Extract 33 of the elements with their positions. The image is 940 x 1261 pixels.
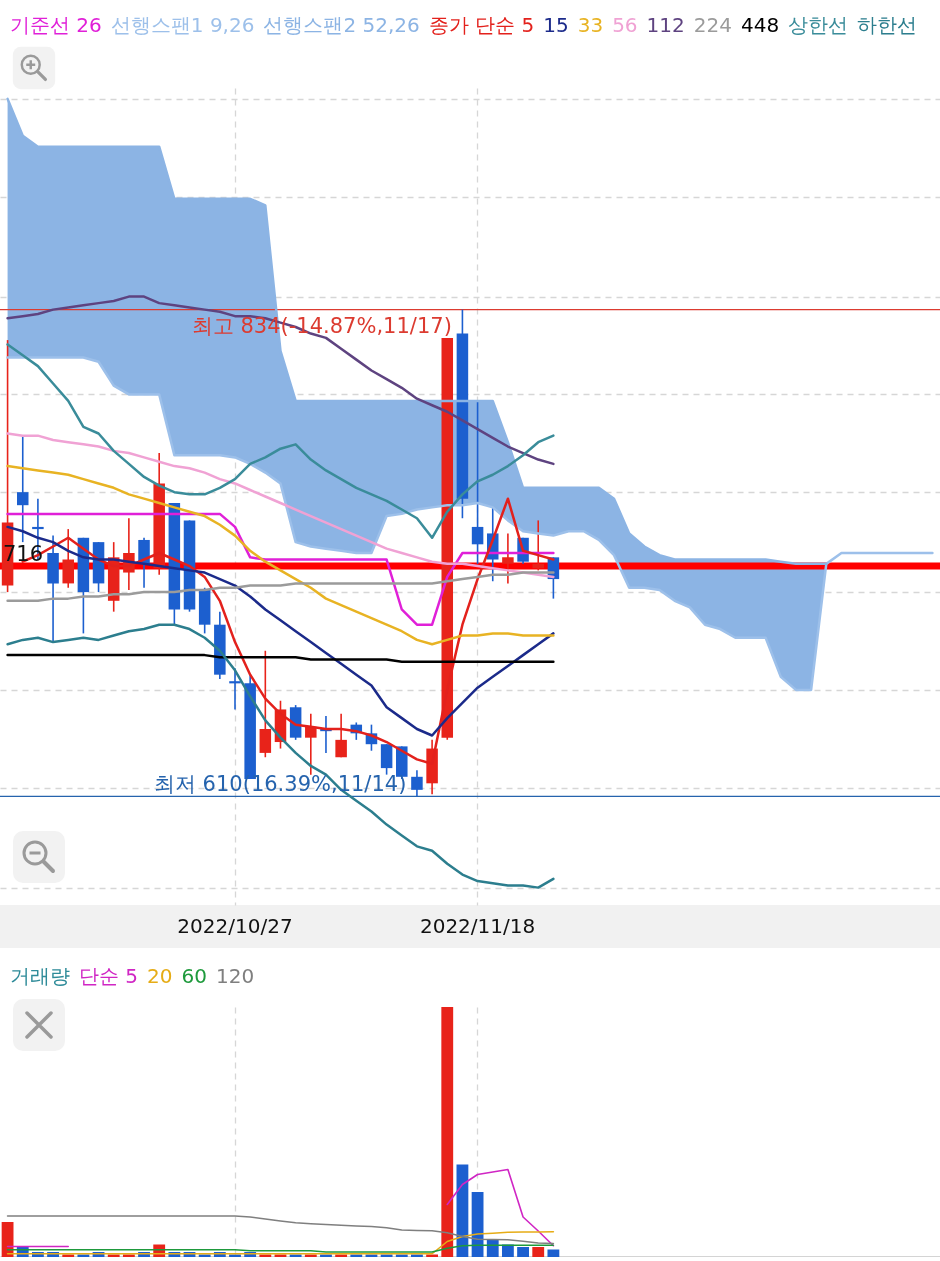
text: 120 — [216, 963, 255, 990]
x-tick-label: 2022/11/18 — [419, 913, 536, 938]
candlestick — [259, 649, 272, 759]
candlestick — [471, 400, 484, 565]
text: 56 — [612, 12, 638, 39]
candlestick — [16, 434, 29, 543]
candlestick — [335, 712, 347, 759]
text: 15 — [543, 12, 569, 39]
text: 448 — [740, 12, 780, 39]
text: 224 — [693, 12, 732, 39]
text: 33 — [577, 12, 604, 39]
text: 종가 단순 5 — [428, 12, 535, 39]
text: 단순 5 — [79, 963, 139, 990]
text: 하한선 — [857, 12, 918, 39]
candlestick — [229, 667, 241, 711]
candlestick — [411, 769, 423, 798]
candlestick — [502, 532, 514, 585]
text: 기준선 26 — [10, 12, 102, 39]
bar — [441, 1007, 454, 1257]
chart-title: 거래량 — [10, 963, 70, 990]
x-tick-label: 2022/10/27 — [177, 913, 293, 938]
text: 상한선 — [788, 12, 849, 39]
candlestick — [62, 528, 74, 589]
text: 60 — [181, 963, 207, 990]
candlestick — [380, 743, 393, 776]
bar — [532, 1247, 545, 1257]
text: 선행스팬1 9,26 — [110, 12, 255, 39]
bar — [517, 1247, 529, 1257]
text: 선행스팬2 52,26 — [263, 12, 420, 39]
text: 20 — [147, 963, 173, 990]
bar — [547, 1249, 560, 1257]
text: 112 — [646, 12, 685, 39]
candlestick — [532, 519, 544, 572]
